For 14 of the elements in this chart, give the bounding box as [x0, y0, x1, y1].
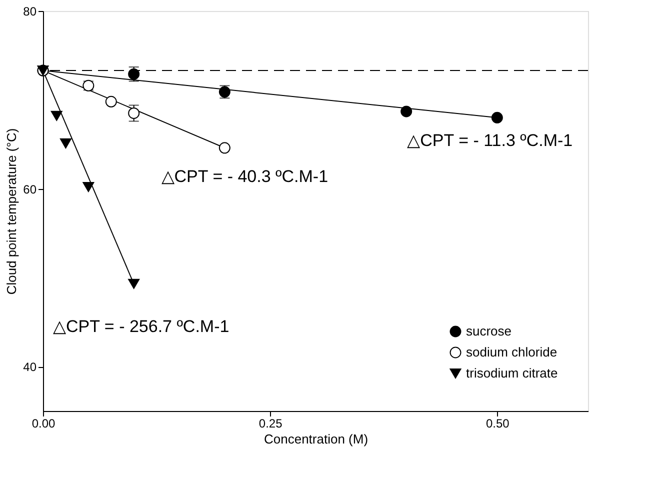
annotation: △CPT = - 40.3 ºC.M-1: [161, 167, 328, 186]
x-axis-title: Concentration (M): [264, 432, 368, 446]
x-tick-label: 0.00: [32, 416, 56, 430]
x-tick-label: 0.25: [258, 416, 283, 430]
y-tick-label: 80: [23, 4, 37, 18]
y-axis-title: Cloud point temperature (°C): [4, 128, 20, 295]
y-tick-label: 60: [23, 182, 37, 196]
legend-label: sodium chloride: [466, 344, 558, 360]
x-tick-label: 0.50: [486, 416, 510, 430]
legend-label: trisodium citrate: [466, 366, 558, 380]
annotation: △CPT = - 11.3 ºC.M-1: [407, 131, 573, 150]
legend-label: sucrose: [466, 324, 512, 338]
y-tick-label: 40: [23, 360, 37, 374]
annotation: △CPT = - 256.7 ºC.M-1: [53, 317, 230, 336]
